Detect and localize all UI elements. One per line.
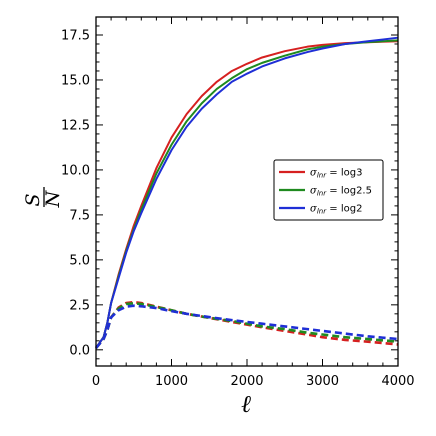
y-tick-label: 12.5 xyxy=(61,118,90,133)
ticks xyxy=(95,16,399,366)
y-tick-label: 0.0 xyxy=(69,343,90,358)
x-tick-label: 2000 xyxy=(230,374,263,389)
legend-entry-label: σlnr = log2.5 xyxy=(310,186,372,198)
series-line-6-dashed xyxy=(95,304,399,349)
y-tick-label: 17.5 xyxy=(61,28,90,43)
y-axis-label-numerator: S xyxy=(22,193,44,206)
y-tick-label: 2.5 xyxy=(69,298,90,313)
x-axis-label: ℓ xyxy=(241,390,251,418)
legend-box xyxy=(273,159,384,221)
tick-labels: 0 1000 2000 3000 4000 0.0 2.5 5.0 7.5 10.0 12.5 15.… xyxy=(61,28,415,389)
x-tick-label: 3000 xyxy=(306,374,339,389)
legend: σlnr = log3 σlnr = log2.5 σlnr = log2 xyxy=(273,159,384,221)
x-tick-label: 0 xyxy=(92,374,100,389)
y-tick-label: 7.5 xyxy=(69,208,90,223)
series-line-4-dashed xyxy=(95,300,399,349)
plot-lines xyxy=(95,36,399,349)
x-tick-label: 1000 xyxy=(155,374,188,389)
legend-entry-label: σlnr = log3 xyxy=(310,168,362,180)
y-tick-label: 5.0 xyxy=(69,253,90,268)
x-tick-label: 4000 xyxy=(381,374,414,389)
legend-entry-label: σlnr = log2 xyxy=(310,204,362,216)
y-tick-label: 15.0 xyxy=(61,73,90,88)
y-axis-label: S N xyxy=(22,187,64,208)
y-axis-label-denominator: N xyxy=(42,189,64,208)
series-line-3-solid xyxy=(95,36,399,349)
y-tick-label: 10.0 xyxy=(61,163,90,178)
